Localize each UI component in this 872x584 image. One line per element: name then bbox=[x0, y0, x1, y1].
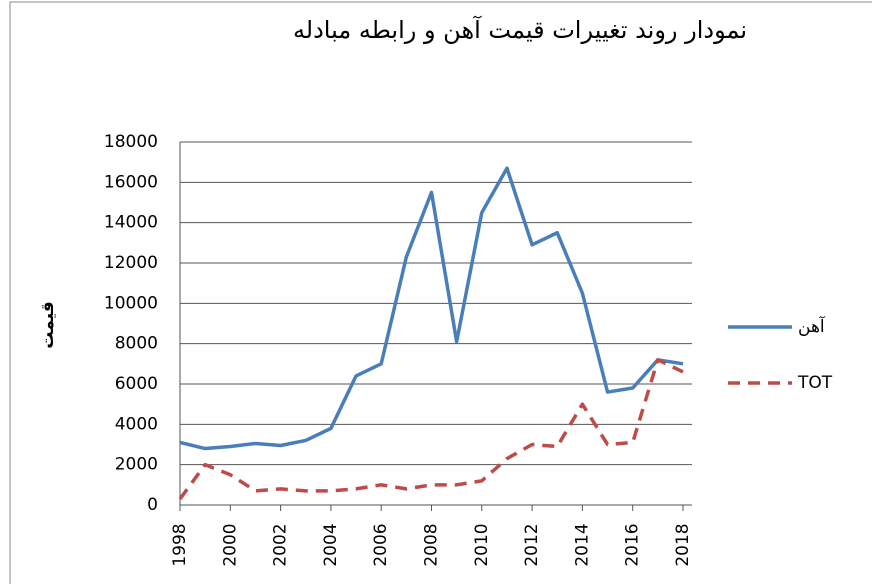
y-tick-label: 0 bbox=[147, 495, 158, 515]
y-tick-label: 16000 bbox=[104, 172, 158, 192]
x-tick-label: 2008 bbox=[422, 523, 442, 566]
data-line bbox=[179, 166, 684, 451]
x-tick-label: 2000 bbox=[220, 523, 240, 566]
x-tick-label: 2004 bbox=[321, 523, 341, 566]
x-tick-label: 1998 bbox=[170, 523, 190, 566]
y-tick-label: 18000 bbox=[104, 132, 158, 152]
y-tick-label: 4000 bbox=[115, 414, 158, 434]
x-tick-label: 2018 bbox=[673, 523, 693, 566]
chart-border bbox=[9, 1, 872, 584]
y-tick-label: 2000 bbox=[115, 455, 158, 475]
legend-label: TOT bbox=[797, 373, 833, 393]
x-tick-label: 2014 bbox=[572, 523, 592, 566]
y-tick-label: 8000 bbox=[115, 334, 158, 354]
x-tick-label: 2006 bbox=[371, 523, 391, 566]
x-tick-label: 2016 bbox=[623, 523, 643, 566]
chart-title: نمودار روند تغییرات قیمت آهن و رابطه مبا… bbox=[292, 16, 748, 44]
legend-label: آهن bbox=[798, 315, 826, 337]
x-tick-label: 2012 bbox=[522, 523, 542, 566]
y-tick-label: 6000 bbox=[115, 374, 158, 394]
x-tick-label: 2002 bbox=[271, 523, 291, 566]
y-tick-label: 10000 bbox=[104, 293, 158, 313]
x-tick-label: 2010 bbox=[472, 523, 492, 566]
data-line bbox=[178, 358, 684, 500]
y-axis-label: قیمت bbox=[38, 301, 58, 348]
y-tick-label: 14000 bbox=[104, 213, 158, 233]
y-tick-label: 12000 bbox=[104, 253, 158, 273]
